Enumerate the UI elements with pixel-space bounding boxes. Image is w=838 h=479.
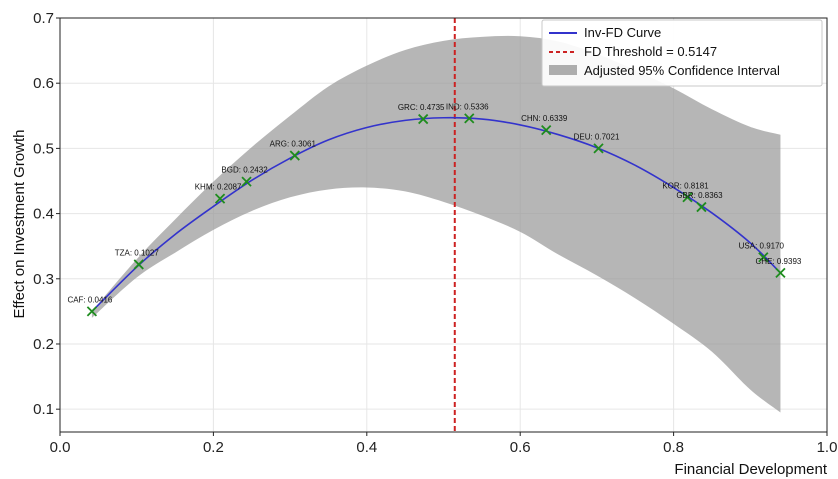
y-tick-label: 0.4 xyxy=(33,206,54,223)
data-point-marker xyxy=(758,252,769,263)
data-point-marker xyxy=(86,306,98,317)
confidence-interval-band xyxy=(91,35,781,413)
data-point-marker xyxy=(775,267,786,279)
data-point-marker xyxy=(593,143,604,154)
y-tick-label: 0.2 xyxy=(33,336,54,353)
x-tick-label: 0.4 xyxy=(356,439,377,456)
plot-frame xyxy=(59,17,828,433)
data-point-label: BGD: 0.2432 xyxy=(221,166,268,175)
y-tick-label: 0.5 xyxy=(33,140,54,157)
data-point-label: ARG: 0.3061 xyxy=(270,140,317,149)
data-point-label: USA: 0.9170 xyxy=(739,241,785,250)
data-point-marker xyxy=(464,113,475,124)
legend-ci-swatch xyxy=(549,65,577,75)
data-point-label: TZA: 0.1027 xyxy=(115,248,160,257)
data-point-marker xyxy=(682,192,693,203)
data-point-marker xyxy=(241,176,252,187)
data-point-marker xyxy=(418,113,429,125)
y-tick-label: 0.6 xyxy=(33,75,54,92)
data-point-label: GRC: 0.4735 xyxy=(398,103,445,112)
data-point-marker xyxy=(696,201,707,213)
legend-curve-label: Inv-FD Curve xyxy=(584,25,661,40)
data-point-marker xyxy=(289,150,300,161)
x-tick-label: 0.6 xyxy=(510,439,531,456)
marker-layer xyxy=(86,113,786,317)
data-point-label: KHM: 0.2087 xyxy=(195,183,242,192)
data-point-marker xyxy=(214,193,226,204)
x-axis-label: Financial Development xyxy=(674,461,827,478)
inv-fd-curve-line xyxy=(91,116,782,312)
x-tick-label: 1.0 xyxy=(817,439,838,456)
y-tick-label: 0.3 xyxy=(33,271,54,288)
x-tick-label: 0.0 xyxy=(50,439,71,456)
data-point-marker xyxy=(541,125,552,136)
data-point-label: GBR: 0.8363 xyxy=(676,191,723,200)
data-point-label: KOR: 0.8181 xyxy=(662,181,709,190)
data-point-label: DEU: 0.7021 xyxy=(574,132,620,141)
data-point-marker xyxy=(133,259,144,270)
legend-ci-label: Adjusted 95% Confidence Interval xyxy=(584,63,780,78)
legend-threshold-label: FD Threshold = 0.5147 xyxy=(584,44,717,59)
data-point-label: CAF: 0.0416 xyxy=(67,295,112,304)
x-tick-label: 0.2 xyxy=(203,439,224,456)
y-tick-label: 0.1 xyxy=(33,401,54,418)
data-point-label: IND: 0.5336 xyxy=(446,102,489,111)
data-point-label: CHE: 0.9393 xyxy=(756,257,802,266)
tick-layer: 0.0 0.2 0.4 0.6 0.8 1.0 0.1 0.2 0.3 0.4 0.5 0.6 0.7 xyxy=(33,10,837,456)
y-axis-label: Effect on Investment Growth xyxy=(11,130,28,319)
x-tick-label: 0.8 xyxy=(663,439,684,456)
data-point-label: CHN: 0.6339 xyxy=(521,114,568,123)
legend: Inv-FD Curve FD Threshold = 0.5147 Adjus… xyxy=(541,19,823,87)
point-label-layer: CAF: 0.0416 TZA: 0.1027 KHM: 0.2087 BGD: 0.… xyxy=(67,102,801,304)
y-tick-label: 0.7 xyxy=(33,10,54,27)
legend-box xyxy=(541,19,823,87)
